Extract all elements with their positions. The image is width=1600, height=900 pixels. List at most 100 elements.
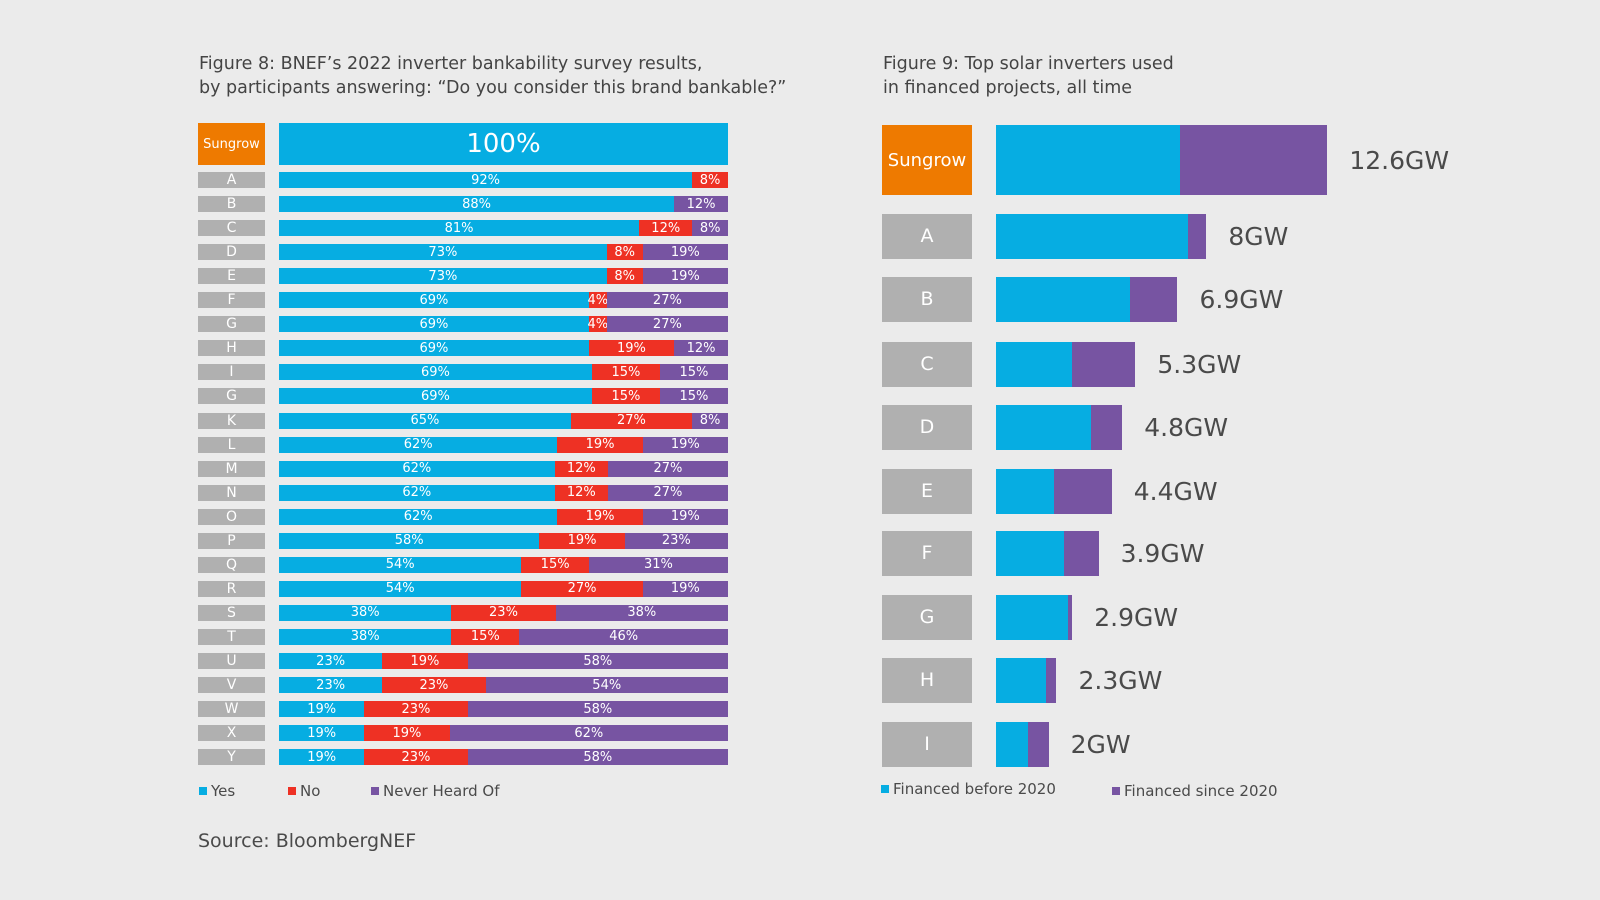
legend-label: No (300, 782, 321, 800)
total-label: 2GW (1070, 729, 1131, 759)
legend-swatch (288, 787, 296, 795)
title-line: Figure 9: Top solar inverters used (883, 54, 1174, 74)
legend-swatch (199, 787, 207, 795)
bar-segment-financed-before-2020 (996, 341, 1073, 387)
category-label: L (198, 436, 265, 453)
bar-segment-yes: 69% (279, 292, 589, 309)
bar-segment-never-heard-of: 27% (607, 484, 728, 501)
bar-segment-never-heard-of: 23% (624, 532, 728, 549)
total-label: 6.9GW (1199, 284, 1284, 314)
bar-segment-no: 12% (554, 484, 608, 501)
bar-segment-never-heard-of: 46% (519, 628, 728, 645)
bar-segment-no: 12% (639, 220, 693, 237)
category-label: F (198, 292, 265, 309)
category-label: E (882, 468, 972, 514)
bar-segment-financed-before-2020 (996, 594, 1069, 640)
bar-segment-yes: 73% (279, 244, 607, 261)
bar-segment-financed-since-2020 (1130, 276, 1178, 322)
bar-segment-never-heard-of: 15% (659, 388, 728, 405)
bar-segment-no: 19% (588, 340, 675, 357)
bar-segment-financed-since-2020 (1064, 530, 1099, 576)
bar-segment-yes: 100% (279, 123, 728, 165)
legend-label: Yes (211, 782, 236, 800)
source-note: Source: BloombergNEF (198, 830, 417, 852)
bar-segment-yes: 92% (279, 172, 693, 188)
bar-segment-no: 15% (591, 388, 660, 405)
bar-segment-yes: 73% (279, 268, 607, 285)
category-label: X (198, 725, 265, 742)
bar-segment-financed-before-2020 (996, 721, 1028, 767)
bar-segment-financed-since-2020 (1053, 468, 1112, 514)
bar-segment-never-heard-of: 58% (467, 653, 728, 669)
bar-segment-no: 23% (364, 701, 468, 718)
bar-segment-never-heard-of: 12% (674, 340, 728, 357)
bar-segment-financed-since-2020 (1027, 721, 1049, 767)
category-label: D (198, 244, 265, 261)
bar-segment-yes: 81% (279, 220, 640, 237)
category-label: A (882, 213, 972, 259)
category-label: Sungrow (198, 123, 265, 165)
total-label: 12.6GW (1349, 145, 1450, 175)
bar-segment-never-heard-of: 8% (692, 220, 728, 237)
legend-label: Financed before 2020 (893, 780, 1056, 798)
bar-segment-no: 23% (364, 749, 468, 766)
bar-segment-yes: 69% (279, 364, 592, 381)
bar-segment-never-heard-of: 58% (467, 749, 728, 766)
bar-segment-financed-before-2020 (996, 213, 1188, 259)
bar-segment-never-heard-of: 19% (642, 580, 728, 597)
bar-segment-yes: 19% (279, 749, 365, 766)
bar-segment-yes: 38% (279, 604, 452, 621)
bar-segment-financed-since-2020 (1045, 657, 1057, 703)
bar-segment-yes: 65% (279, 412, 571, 429)
bar-segment-never-heard-of: 27% (607, 460, 728, 477)
bar-segment-never-heard-of: 19% (642, 268, 728, 285)
bar-segment-yes: 54% (279, 580, 522, 597)
bar-segment-yes: 69% (279, 388, 592, 405)
bar-segment-never-heard-of: 27% (606, 292, 728, 309)
category-label: E (198, 268, 265, 285)
category-label: G (198, 316, 265, 333)
category-label: T (198, 628, 265, 645)
bar-segment-no: 27% (570, 412, 693, 429)
bar-segment-financed-before-2020 (996, 404, 1091, 450)
category-label: H (198, 340, 265, 357)
bar-segment-yes: 69% (279, 316, 589, 333)
bar-segment-never-heard-of: 38% (555, 604, 728, 621)
bar-segment-no: 23% (451, 604, 556, 621)
bar-segment-no: 19% (557, 436, 643, 453)
bar-segment-never-heard-of: 19% (642, 244, 728, 261)
bar-segment-financed-before-2020 (996, 530, 1065, 576)
category-label: Y (198, 749, 265, 766)
bar-segment-yes: 38% (279, 628, 452, 645)
title-line: by participants answering: “Do you consi… (199, 78, 787, 98)
bar-segment-no: 15% (451, 628, 520, 645)
bar-segment-yes: 23% (279, 653, 383, 669)
bar-segment-never-heard-of: 19% (642, 436, 728, 453)
bar-segment-yes: 58% (279, 532, 540, 549)
total-label: 3.9GW (1120, 538, 1205, 568)
bar-segment-yes: 62% (279, 460, 555, 477)
bar-segment-no: 19% (382, 653, 468, 669)
legend-never: Never Heard Of (371, 782, 499, 800)
total-label: 4.4GW (1133, 476, 1218, 506)
category-label: C (882, 341, 972, 387)
bar-segment-financed-since-2020 (1090, 404, 1123, 450)
bar-segment-yes: 19% (279, 701, 365, 718)
category-label: G (198, 388, 265, 405)
legend-yes: Yes (199, 782, 235, 800)
bar-segment-no: 23% (382, 677, 486, 694)
bar-segment-no: 27% (521, 580, 643, 597)
total-label: 4.8GW (1144, 412, 1229, 442)
legend-financed-before: Financed before 2020 (881, 780, 1056, 798)
bar-segment-no: 8% (692, 172, 728, 188)
bar-segment-financed-since-2020 (1180, 125, 1328, 195)
bar-segment-no: 19% (364, 725, 450, 742)
bar-segment-no: 15% (521, 556, 589, 573)
bar-segment-no: 8% (606, 268, 643, 285)
category-label: A (198, 172, 265, 188)
bar-segment-financed-since-2020 (1187, 213, 1207, 259)
category-label: I (198, 364, 265, 381)
bar-segment-yes: 54% (279, 556, 522, 573)
bar-segment-yes: 69% (279, 340, 589, 357)
bar-segment-never-heard-of: 27% (606, 316, 728, 333)
